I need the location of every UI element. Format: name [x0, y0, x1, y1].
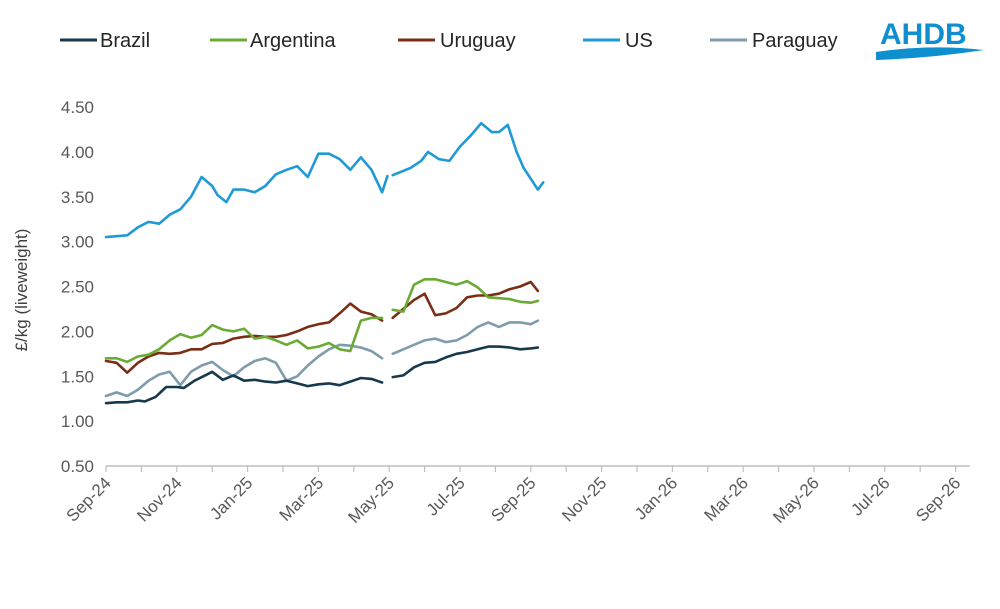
x-tick-label: Sep-26: [912, 473, 964, 525]
y-axis-ticks: 0.50 1.00 1.50 2.00 2.50 3.00 3.50 4.00 4.50: [61, 98, 94, 476]
x-tick-label: Jul-26: [847, 473, 893, 519]
y-axis-title: £/kg (liveweight): [12, 229, 31, 352]
x-tick-label: May-25: [345, 473, 399, 527]
series-line-uruguay-seg2: [391, 280, 540, 320]
legend-label-argentina: Argentina: [250, 30, 336, 52]
y-tick-label: 1.50: [61, 367, 94, 386]
x-tick-label: Jul-25: [423, 473, 469, 519]
legend-item-uruguay: Uruguay: [398, 30, 516, 52]
legend-item-brazil: Brazil: [60, 30, 150, 52]
x-tick-label: Sep-25: [487, 473, 539, 525]
x-tick-label: Sep-24: [63, 473, 115, 525]
logo-text: AHDB: [880, 18, 967, 51]
x-tick-label: Nov-24: [133, 473, 185, 525]
x-tick-label: Nov-25: [558, 473, 610, 525]
y-tick-label: 2.00: [61, 322, 94, 341]
y-tick-label: 2.50: [61, 278, 94, 297]
series-line-brazil-seg1: [104, 370, 384, 405]
series-line-argentina-seg2: [391, 277, 540, 313]
series-line-argentina-seg1: [104, 316, 384, 364]
legend: Brazil Argentina Uruguay US Paraguay: [60, 30, 838, 52]
x-axis: Sep-24 Nov-24 Jan-25 Mar-25 May-25 Jul-25 Sep-…: [63, 465, 970, 527]
legend-item-argentina: Argentina: [210, 30, 336, 52]
legend-label-paraguay: Paraguay: [752, 30, 838, 52]
series-line-us-seg2: [391, 121, 545, 191]
legend-item-paraguay: Paraguay: [710, 30, 838, 52]
y-tick-label: 3.00: [61, 233, 94, 252]
legend-label-brazil: Brazil: [100, 30, 150, 52]
y-tick-label: 4.00: [61, 143, 94, 162]
x-tick-label: Mar-26: [701, 473, 753, 525]
logo-swoosh-icon: [876, 47, 984, 60]
series-line-brazil-seg2: [391, 345, 540, 379]
series-line-paraguay-seg1: [104, 343, 384, 398]
series-lines: [104, 121, 545, 405]
legend-label-uruguay: Uruguay: [440, 30, 516, 52]
x-tick-label: Mar-25: [276, 473, 328, 525]
y-tick-label: 1.00: [61, 412, 94, 431]
x-tick-label: May-26: [769, 473, 823, 527]
x-tick-label: Jan-25: [206, 473, 256, 523]
x-tick-label: Jan-26: [631, 473, 681, 523]
legend-item-us: US: [583, 30, 653, 52]
legend-label-us: US: [625, 30, 653, 52]
y-tick-label: 0.50: [61, 457, 94, 476]
series-line-us-seg1: [104, 152, 389, 239]
ahdb-logo: AHDB: [876, 18, 984, 60]
y-tick-label: 3.50: [61, 188, 94, 207]
y-tick-label: 4.50: [61, 98, 94, 117]
series-line-uruguay-seg1: [104, 302, 384, 375]
series-line-paraguay-seg2: [391, 319, 540, 356]
